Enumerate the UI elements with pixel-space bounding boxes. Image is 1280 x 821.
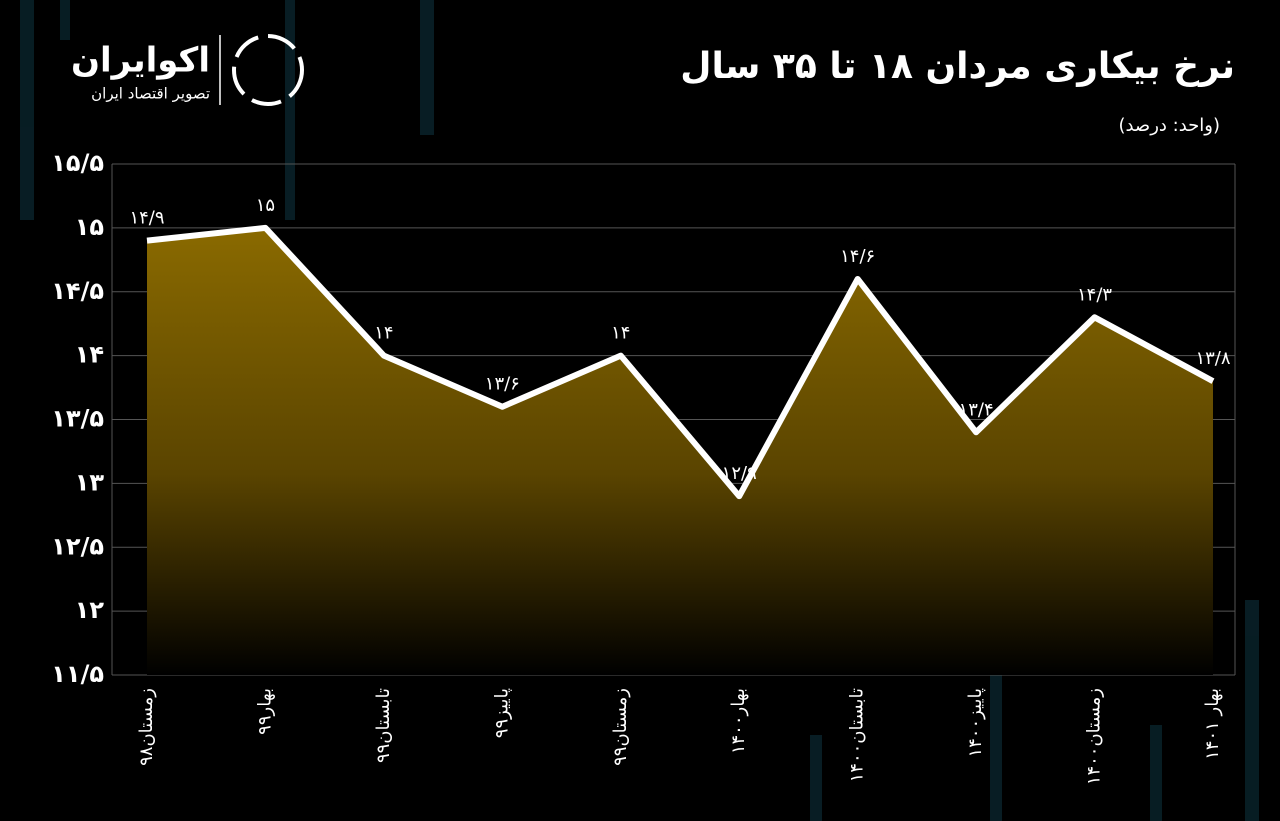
value-label: ۱۳/۸ <box>1195 348 1230 369</box>
x-tick-label: زمستان۱۴۰۰ <box>1084 688 1105 785</box>
chart-title: نرخ بیکاری مردان ۱۸ تا ۳۵ سال <box>680 46 1235 87</box>
y-tick-label: ۱۲ <box>75 596 105 624</box>
value-label: ۱۳/۴ <box>959 399 994 420</box>
chart-subtitle: (واحد: درصد) <box>1118 115 1220 136</box>
logo: اکوایران تصویر اقتصاد ایران <box>71 34 304 106</box>
x-tick-label: بهار۹۹ <box>254 688 275 735</box>
value-label: ۱۴/۳ <box>1077 284 1112 305</box>
x-tick-label: تابستان۱۴۰۰ <box>847 688 868 782</box>
x-tick-label: بهار۱۴۰۰ <box>728 688 749 754</box>
x-tick-label: زمستان۹۸ <box>136 688 157 766</box>
y-tick-label: ۱۴/۵ <box>51 277 104 305</box>
value-label: ۱۴/۹ <box>129 208 164 229</box>
value-label: ۱۴ <box>611 323 630 344</box>
line <box>146 224 1215 500</box>
brand-name: اکوایران <box>71 41 210 81</box>
y-tick-label: ۱۲/۵ <box>51 532 104 560</box>
y-tick-label: ۱۵/۵ <box>51 149 104 177</box>
value-label: ۱۲/۹ <box>722 463 757 484</box>
value-label: ۱۴ <box>374 323 393 344</box>
x-tick-label: تابستان۹۹ <box>373 688 394 763</box>
y-tick-label: ۱۳/۵ <box>51 405 104 433</box>
y-tick-label: ۱۱/۵ <box>51 660 104 688</box>
x-tick-label: بهار ۱۴۰۱ <box>1202 688 1223 760</box>
y-tick-label: ۱۵ <box>75 213 104 241</box>
value-label: ۱۴/۶ <box>840 246 875 267</box>
value-label: ۱۳/۶ <box>485 374 520 395</box>
y-tick-label: ۱۴ <box>75 341 104 369</box>
brand-tagline: تصویر اقتصاد ایران <box>91 85 210 103</box>
area <box>147 227 1213 675</box>
y-tick-label: ۱۳ <box>75 468 105 496</box>
value-label: ۱۵ <box>256 195 275 216</box>
x-tick-label: زمستان۹۹ <box>610 688 631 766</box>
x-tick-label: پاییز۹۹ <box>491 688 512 738</box>
x-tick-label: پاییز۱۴۰۰ <box>965 688 986 758</box>
